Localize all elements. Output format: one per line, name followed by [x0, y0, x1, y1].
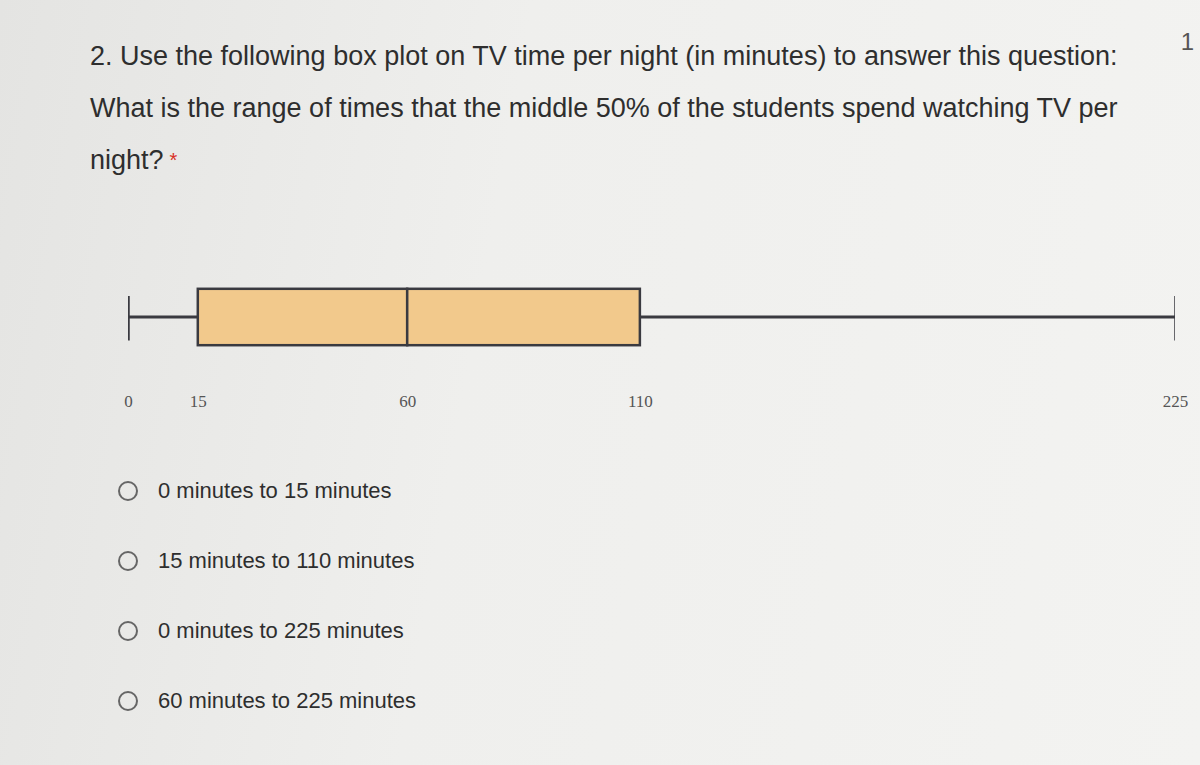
svg-text:0: 0 — [124, 392, 133, 411]
html-text:0 minutes to 15 minutes: 0 minutes to 15 minutes — [158, 478, 392, 503]
html-text:0 minutes to 225 minutes: 0 minutes to 225 minutes — [158, 618, 404, 643]
html-text:15 minutes to 110 minutes: 15 minutes to 110 minutes — [158, 548, 415, 573]
html-text:1: 1 — [1180, 28, 1194, 55]
html-text:2. Use the following box plot: 2. Use the following box plot on TV time… — [90, 41, 1118, 175]
html-text:60 minutes to 225 minutes: 60 minutes to 225 minutes — [158, 688, 416, 713]
svg-text:60: 60 — [399, 392, 416, 411]
svg-text:110: 110 — [628, 392, 653, 411]
svg-text:225: 225 — [1163, 392, 1189, 411]
svg-text:15: 15 — [190, 392, 207, 411]
